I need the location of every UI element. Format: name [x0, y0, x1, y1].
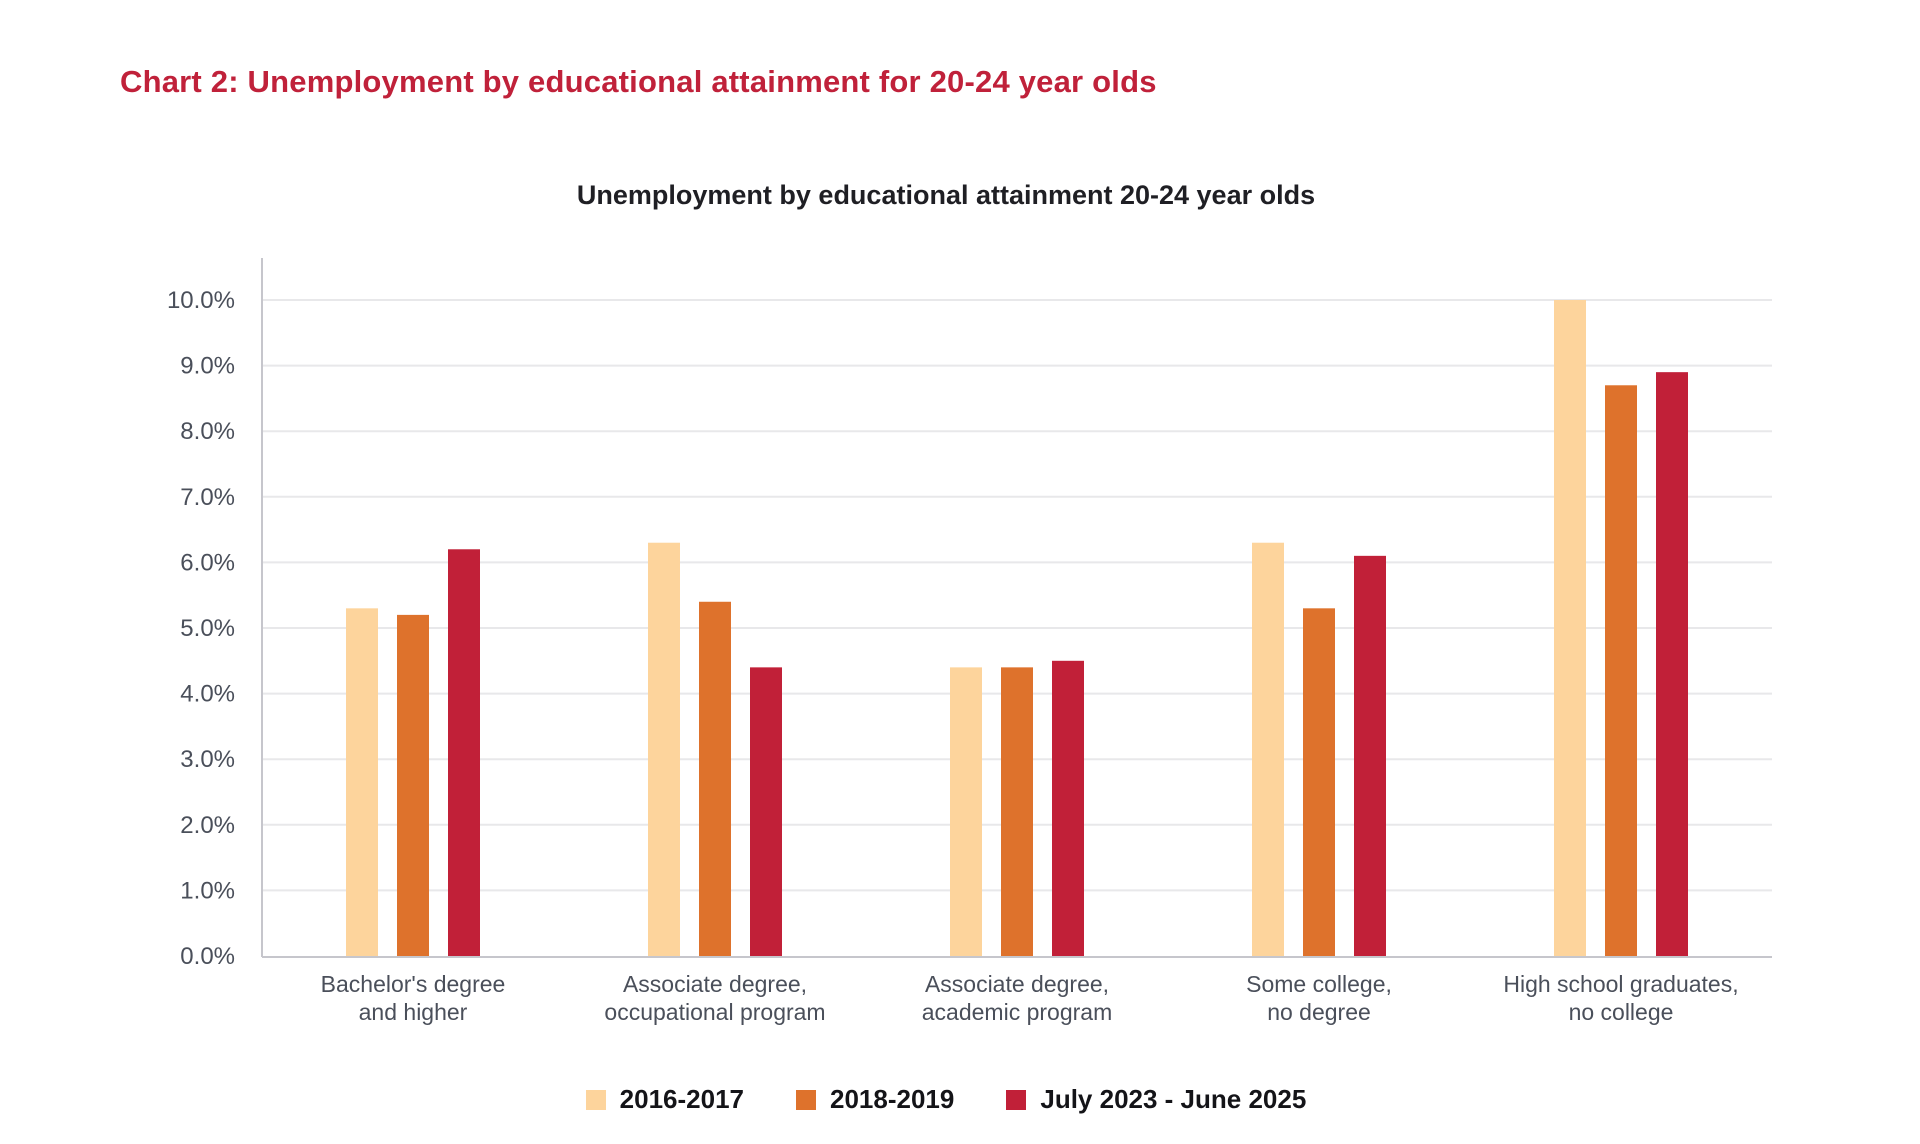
legend-item-2018-2019: 2018-2019: [796, 1084, 954, 1115]
bar: [950, 667, 982, 956]
bar: [1052, 660, 1084, 956]
legend-label: 2016-2017: [619, 1084, 745, 1114]
bar: [1656, 372, 1688, 956]
legend-label: 2018-2019: [830, 1084, 955, 1114]
y-tick-label: 6.0%: [180, 549, 235, 576]
y-tick-label: 2.0%: [180, 812, 235, 839]
bar: [648, 542, 680, 956]
chart-title: Unemployment by educational attainment 2…: [576, 180, 1316, 210]
legend-swatch-icon: [585, 1089, 606, 1110]
bar: [750, 667, 782, 956]
page-title: Chart 2: Unemployment by educational att…: [120, 64, 1157, 99]
y-tick-label: 4.0%: [180, 681, 235, 708]
bar: [397, 614, 429, 956]
bar: [1252, 542, 1284, 956]
x-tick-label: and higher: [359, 999, 468, 1025]
bar-group: [950, 660, 1084, 956]
x-tick-label: Associate degree,: [623, 971, 807, 997]
y-axis-labels: 0.0% 1.0% 2.0% 3.0% 4.0% 5.0% 6.0% 7.0% 8.0% 9.0%…: [167, 287, 235, 970]
x-tick-label: academic program: [922, 999, 1112, 1025]
bar: [1354, 555, 1386, 956]
x-tick-label: Some college,: [1246, 971, 1392, 997]
legend: 2016-2017 2018-2019 July 2023 - June 202…: [0, 1084, 1892, 1115]
legend-item-2023-2025: July 2023 - June 2025: [1006, 1084, 1306, 1115]
bar: [346, 608, 378, 956]
legend-swatch-icon: [1006, 1089, 1027, 1110]
y-tick-label: 8.0%: [180, 418, 235, 445]
y-tick-label: 9.0%: [180, 353, 235, 380]
bar: [1554, 300, 1586, 956]
bar-group: [346, 549, 480, 956]
bar-group: [1554, 300, 1688, 956]
legend-swatch-icon: [796, 1089, 817, 1110]
y-tick-label: 0.0%: [180, 943, 235, 970]
bar: [448, 549, 480, 956]
bar: [1303, 608, 1335, 956]
x-tick-label: occupational program: [604, 999, 825, 1025]
bar: [1001, 667, 1033, 956]
bar-group: [1252, 542, 1386, 956]
y-tick-label: 3.0%: [180, 746, 235, 773]
bar: [1605, 385, 1637, 956]
y-tick-label: 7.0%: [180, 484, 235, 511]
legend-label: July 2023 - June 2025: [1040, 1084, 1307, 1114]
x-tick-label: Associate degree,: [925, 971, 1109, 997]
x-tick-label: High school graduates,: [1503, 971, 1738, 997]
legend-item-2016-2017: 2016-2017: [585, 1084, 745, 1115]
bar-group: [648, 542, 782, 956]
y-tick-label: 1.0%: [180, 877, 235, 904]
x-tick-label: no college: [1569, 999, 1674, 1025]
bar: [699, 601, 731, 956]
bars: [346, 300, 1688, 956]
y-tick-label: 5.0%: [180, 615, 235, 642]
x-tick-label: Bachelor's degree: [321, 971, 506, 997]
y-tick-label: 10.0%: [167, 287, 235, 314]
x-tick-label: no degree: [1267, 999, 1371, 1025]
